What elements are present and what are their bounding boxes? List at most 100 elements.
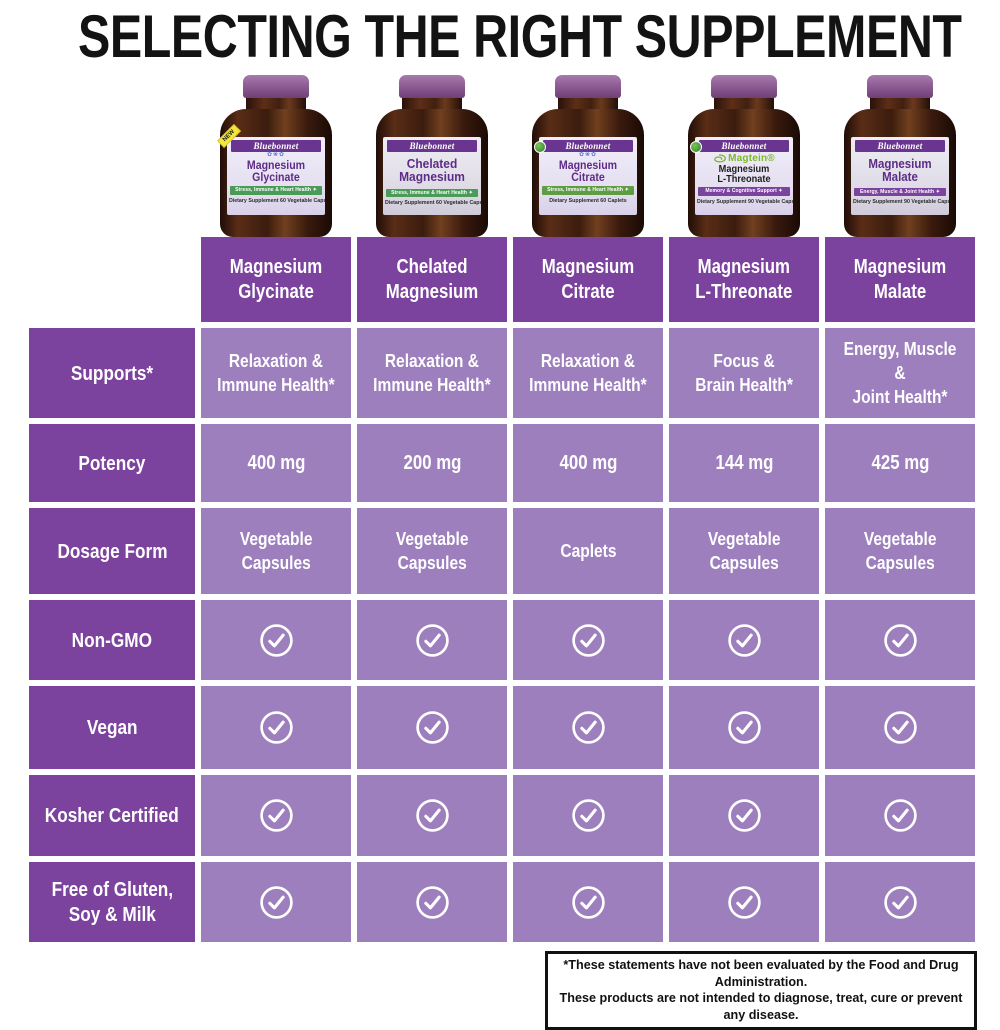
column-header-magnesium-glycinate: Magnesium Glycinate	[201, 237, 351, 322]
supplement-facts-line: Dietary Supplement 60 Vegetable Capsules	[228, 197, 325, 204]
brand-banner: Bluebonnet	[387, 140, 477, 152]
column-header-text: Magnesium Citrate	[541, 255, 635, 303]
column-header-magnesium-l-threonate: Magnesium L-Threonate	[669, 237, 819, 322]
bottle-label: Bluebonnet ✿❀✿ Magnesium Glycinate Stres…	[227, 137, 325, 215]
claim-banner: Stress, Immune & Heart Health ✦	[542, 186, 634, 195]
supplement-facts-line: Dietary Supplement 60 Caplets	[549, 197, 627, 204]
flower-graphic: ✿❀✿	[578, 152, 598, 158]
table-cell	[201, 600, 351, 680]
check-icon	[727, 799, 761, 832]
product-bottle-magnesium-glycinate: Bluebonnet ✿❀✿ Magnesium Glycinate Stres…	[216, 75, 335, 237]
bottle-neck	[870, 98, 930, 109]
row-label-text: Supports*	[70, 361, 154, 385]
table-cell: 400 mg	[513, 424, 663, 502]
cell-text: 200 mg	[403, 452, 461, 474]
cell-text: 425 mg	[871, 452, 929, 474]
row-label-text: Kosher Certified	[45, 804, 179, 827]
flower-graphic: ✿❀✿	[266, 152, 286, 158]
supplement-facts-line: Dietary Supplement 90 Vegetable Capsules	[696, 198, 793, 205]
bottle-body: Bluebonnet Chelated Magnesium Stress, Im…	[376, 109, 488, 237]
bottle-neck	[402, 98, 462, 109]
table-cell	[825, 600, 975, 680]
bottle-label: Bluebonnet Magnesium Malate Energy, Musc…	[851, 137, 949, 215]
table-cell	[201, 775, 351, 856]
bottle-neck	[714, 98, 774, 109]
table-corner-spacer	[29, 237, 195, 322]
claim-banner: Stress, Immune & Heart Health ✦	[386, 188, 478, 197]
row-label-supports: Supports*	[29, 328, 195, 418]
table-cell: Vegetable Capsules	[669, 508, 819, 594]
table-cell	[669, 775, 819, 856]
cell-text: Vegetable Capsules	[395, 527, 469, 573]
table-cell	[513, 775, 663, 856]
magtein-logo-text: Magtein®	[728, 153, 775, 164]
product-name: Magnesium Citrate	[558, 160, 618, 184]
table-cell: Vegetable Capsules	[357, 508, 507, 594]
cell-text: 144 mg	[715, 452, 773, 474]
bottle-cap	[711, 75, 777, 98]
infographic-sheet: SELECTING THE RIGHT SUPPLEMENT Bluebonne…	[29, 3, 977, 1030]
table-cell	[513, 686, 663, 769]
check-icon	[883, 623, 917, 657]
check-icon	[259, 799, 293, 832]
magtein-logo: Magtein®	[695, 152, 793, 165]
column-header-text: Magnesium Glycinate	[229, 255, 323, 303]
row-label-vegan: Vegan	[29, 686, 195, 769]
table-cell: 425 mg	[825, 424, 975, 502]
product-bottle-chelated-magnesium: Bluebonnet Chelated Magnesium Stress, Im…	[373, 75, 491, 237]
check-icon	[727, 623, 761, 657]
cell-text: Relaxation & Immune Health*	[373, 349, 491, 395]
check-icon	[571, 711, 605, 744]
table-cell: Caplets	[513, 508, 663, 594]
table-cell	[357, 775, 507, 856]
table-cell: 400 mg	[201, 424, 351, 502]
column-header-text: Magnesium Malate	[853, 255, 947, 303]
table-cell: Relaxation & Immune Health*	[201, 328, 351, 418]
row-label-dosage-form: Dosage Form	[29, 508, 195, 594]
check-icon	[571, 623, 605, 657]
row-label-potency: Potency	[29, 424, 195, 502]
table-cell: Relaxation & Immune Health*	[513, 328, 663, 418]
table-cell	[669, 862, 819, 942]
check-icon	[727, 885, 761, 919]
fda-disclaimer-text: *These statements have not been evaluate…	[559, 957, 963, 1022]
comparison-table: Magnesium Glycinate Chelated Magnesium M…	[29, 237, 975, 942]
bottle-cap	[555, 75, 621, 98]
claim-banner: Stress, Immune & Heart Health ✦	[230, 186, 322, 195]
product-name: Magnesium L-Threonate	[717, 164, 771, 186]
bottle-body: Bluebonnet Magnesium Malate Energy, Musc…	[844, 109, 956, 237]
check-icon	[883, 885, 917, 919]
brand-banner: Bluebonnet	[855, 140, 945, 152]
product-bottle-magnesium-malate: Bluebonnet Magnesium Malate Energy, Musc…	[841, 75, 959, 237]
cell-text: Vegetable Capsules	[707, 527, 781, 573]
row-label-kosher-certified: Kosher Certified	[29, 775, 195, 856]
brand-banner: Bluebonnet	[231, 140, 321, 152]
check-icon	[415, 799, 449, 832]
bottle-body: Bluebonnet ✿❀✿ Magnesium Citrate Stress,…	[532, 109, 644, 237]
row-label-text: Dosage Form	[56, 539, 168, 563]
bottle-label: Bluebonnet Magtein® Magnesium L-Threonat…	[695, 137, 793, 215]
table-cell	[201, 862, 351, 942]
bottle-cap	[399, 75, 465, 98]
check-icon	[727, 711, 761, 744]
check-icon	[259, 711, 293, 744]
check-icon	[259, 623, 293, 657]
cell-text: Vegetable Capsules	[239, 527, 313, 573]
check-icon	[415, 885, 449, 919]
table-cell	[825, 862, 975, 942]
product-name: Magnesium Glycinate	[246, 160, 306, 184]
table-cell	[825, 686, 975, 769]
row-label-non-gmo: Non-GMO	[29, 600, 195, 680]
check-icon	[259, 885, 293, 919]
check-icon	[415, 623, 449, 657]
table-cell	[357, 862, 507, 942]
column-header-text: Chelated Magnesium	[385, 255, 479, 303]
product-name: Magnesium Malate	[868, 157, 932, 184]
bottle-neck	[558, 98, 618, 109]
fda-disclaimer-box: *These statements have not been evaluate…	[545, 951, 977, 1030]
page-title-text: SELECTING THE RIGHT SUPPLEMENT	[77, 3, 962, 71]
bottle-neck	[246, 98, 306, 109]
table-cell	[825, 775, 975, 856]
cell-text: Vegetable Capsules	[863, 527, 937, 573]
supplement-facts-line: Dietary Supplement 60 Vegetable Capsules	[384, 200, 481, 206]
